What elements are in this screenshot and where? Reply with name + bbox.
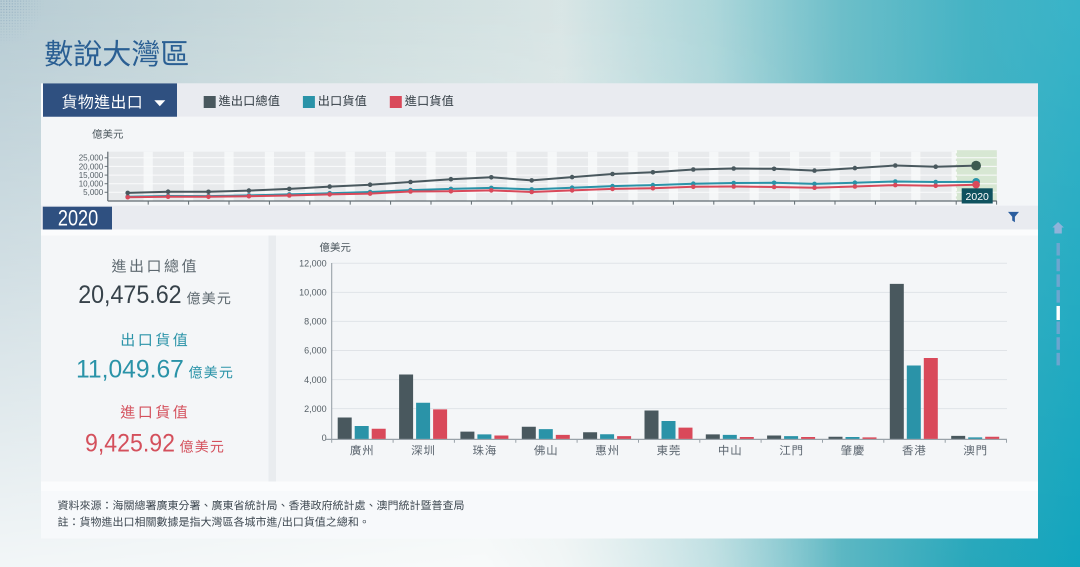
svg-text:11,049.67: 11,049.67 (76, 355, 184, 383)
svg-text:2020: 2020 (58, 206, 98, 231)
svg-text:2,000: 2,000 (304, 404, 327, 414)
svg-text:5,000: 5,000 (83, 188, 104, 197)
svg-text:12,000: 12,000 (299, 259, 327, 269)
svg-text:20,000: 20,000 (79, 162, 104, 171)
svg-text:10,000: 10,000 (299, 288, 327, 298)
svg-text:8,000: 8,000 (304, 317, 327, 327)
svg-text:10,000: 10,000 (79, 180, 104, 189)
svg-text:25,000: 25,000 (79, 154, 104, 163)
svg-text:9,425.92: 9,425.92 (85, 430, 175, 458)
svg-text:4,000: 4,000 (304, 375, 327, 385)
svg-text:2020: 2020 (966, 191, 990, 203)
svg-text:0: 0 (322, 433, 327, 443)
svg-text:15,000: 15,000 (79, 171, 104, 180)
svg-text:20,475.62: 20,475.62 (78, 281, 181, 309)
svg-text:6,000: 6,000 (304, 346, 327, 356)
